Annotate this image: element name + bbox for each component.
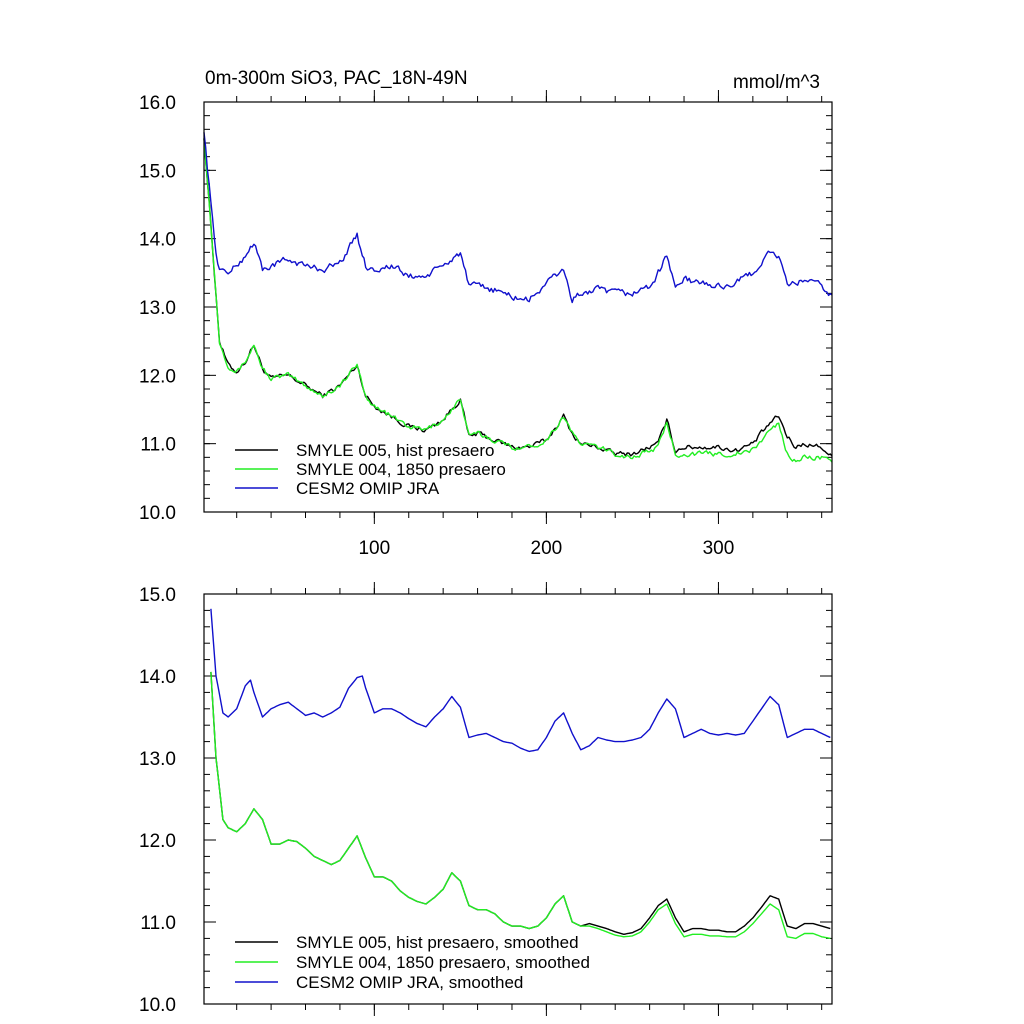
series-line-omip bbox=[203, 132, 833, 304]
legend: SMYLE 005, hist presaero, smoothedSMYLE … bbox=[235, 933, 590, 992]
bottom-panel: 10.0 11.0 12.0 13.0 14.0 15.0 SMYLE 005, hist… bbox=[139, 582, 833, 1016]
x-tick-label: 300 bbox=[703, 538, 735, 559]
y-tick-label: 11.0 bbox=[140, 913, 176, 934]
series-lines bbox=[210, 608, 831, 940]
series-line-p1850 bbox=[203, 138, 833, 463]
axis-ticks: 10.0 11.0 12.0 13.0 14.0 15.0 bbox=[139, 582, 832, 1016]
legend-label: SMYLE 005, hist presaero bbox=[296, 441, 494, 460]
legend-label: CESM2 OMIP JRA bbox=[296, 479, 440, 498]
y-tick-label: 10.0 bbox=[139, 995, 176, 1016]
plot-frame bbox=[203, 101, 833, 513]
top-panel: 0m-300m SiO3, PAC_18N-49N mmol/m^3 10.0 1… bbox=[139, 68, 833, 559]
y-tick-label: 13.0 bbox=[139, 298, 176, 319]
series-line-hist bbox=[210, 671, 831, 935]
chart-title: 0m-300m SiO3, PAC_18N-49N bbox=[205, 68, 468, 89]
legend-label: CESM2 OMIP JRA, smoothed bbox=[296, 973, 523, 992]
legend-label: SMYLE 004, 1850 presaero, smoothed bbox=[296, 953, 590, 972]
x-tick-label: 200 bbox=[531, 538, 563, 559]
y-tick-label: 14.0 bbox=[139, 667, 176, 688]
y-tick-label: 11.0 bbox=[140, 435, 176, 456]
y-tick-label: 15.0 bbox=[139, 585, 176, 606]
plot-frame bbox=[203, 593, 833, 1005]
series-line-hist bbox=[203, 138, 833, 457]
y-tick-label: 12.0 bbox=[139, 366, 176, 387]
legend-label: SMYLE 005, hist presaero, smoothed bbox=[296, 933, 579, 952]
legend-label: SMYLE 004, 1850 presaero bbox=[296, 460, 506, 479]
y-tick-label: 15.0 bbox=[139, 161, 176, 182]
series-line-p1850 bbox=[210, 671, 831, 940]
y-tick-label: 13.0 bbox=[139, 749, 176, 770]
units-label: mmol/m^3 bbox=[733, 72, 820, 93]
x-tick-label: 100 bbox=[358, 538, 390, 559]
series-line-omip bbox=[210, 608, 831, 753]
y-tick-label: 16.0 bbox=[139, 93, 176, 114]
y-tick-label: 12.0 bbox=[139, 831, 176, 852]
y-tick-label: 14.0 bbox=[139, 230, 176, 251]
y-tick-label: 10.0 bbox=[139, 503, 176, 524]
series-lines bbox=[203, 132, 833, 463]
